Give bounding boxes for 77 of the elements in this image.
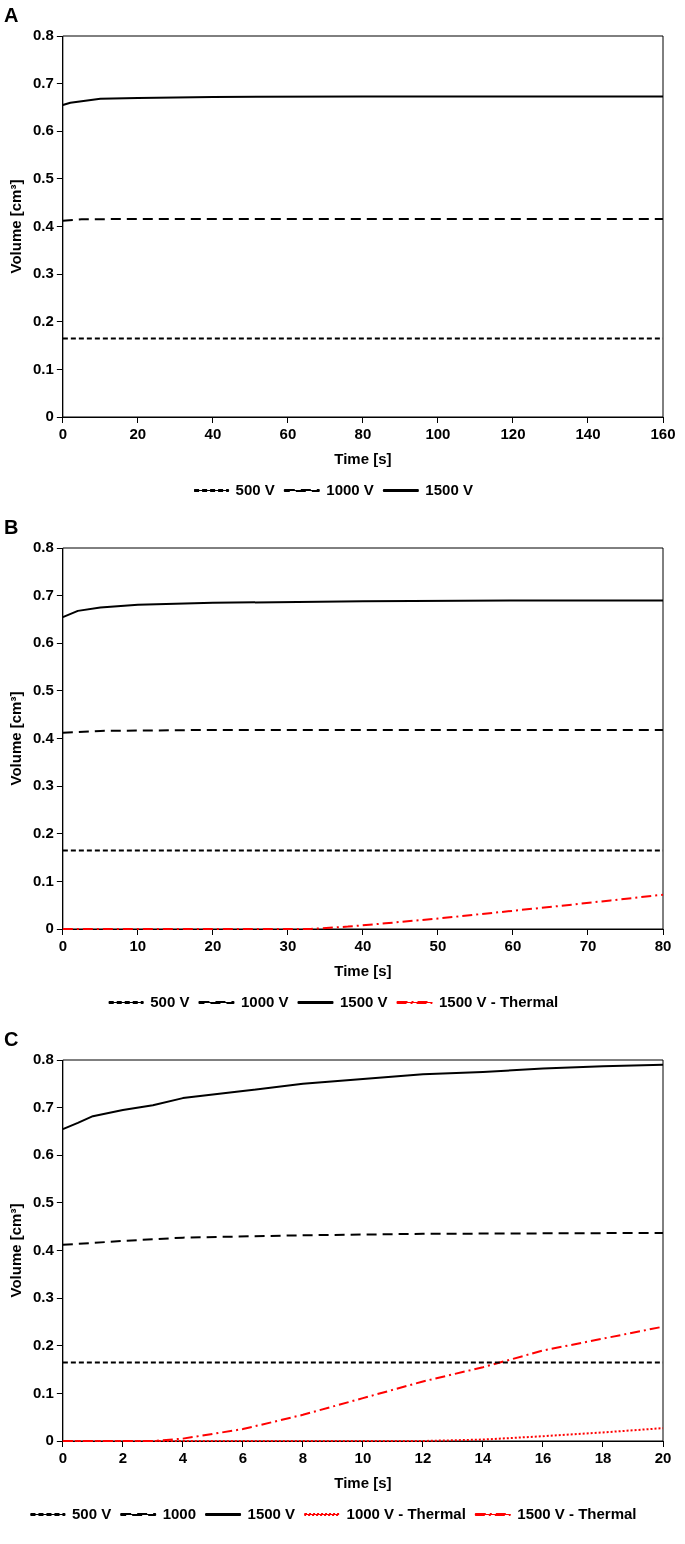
x-tick-label: 60 bbox=[504, 937, 522, 955]
y-tick-label: 0.4 bbox=[32, 1240, 55, 1258]
y-tick-label: 0.8 bbox=[32, 26, 54, 44]
x-tick-label: 6 bbox=[238, 1449, 248, 1467]
x-tick-label: 140 bbox=[575, 425, 601, 443]
x-tick-label: 0 bbox=[58, 425, 68, 443]
x-tick-label: 18 bbox=[594, 1449, 612, 1467]
y-tick-label: 0.1 bbox=[32, 359, 54, 377]
y-axis-title: Volume [cm³] bbox=[7, 179, 25, 274]
x-tick-label: 16 bbox=[534, 1449, 552, 1467]
y-tick-label: 0.5 bbox=[32, 681, 54, 699]
y-tick-label: 0.5 bbox=[32, 1193, 54, 1211]
x-axis-title: Time [s] bbox=[334, 962, 392, 980]
y-tick-label: 0.4 bbox=[32, 728, 55, 746]
x-tick-label: 14 bbox=[474, 1449, 492, 1467]
x-tick-label: 100 bbox=[425, 425, 451, 443]
x-tick-label: 70 bbox=[579, 937, 597, 955]
legend-label: 1500 V - Thermal bbox=[517, 1504, 637, 1522]
x-tick-label: 20 bbox=[204, 937, 222, 955]
x-tick-label: 160 bbox=[650, 425, 676, 443]
y-axis-title: Volume [cm³] bbox=[7, 691, 25, 786]
x-tick-label: 20 bbox=[654, 1449, 672, 1467]
legend-label: 1500 V bbox=[425, 480, 473, 498]
legend-label: 500 V bbox=[235, 480, 275, 498]
x-tick-label: 8 bbox=[298, 1449, 308, 1467]
x-tick-label: 2 bbox=[118, 1449, 128, 1467]
legend-label: 1000 V bbox=[240, 992, 289, 1010]
y-tick-label: 0.7 bbox=[32, 73, 54, 91]
x-tick-label: 10 bbox=[129, 937, 147, 955]
x-tick-label: 20 bbox=[129, 425, 147, 443]
x-tick-label: 50 bbox=[429, 937, 447, 955]
y-tick-label: 0 bbox=[45, 919, 54, 937]
y-tick-label: 0.8 bbox=[32, 538, 54, 556]
chart-title: C bbox=[4, 1027, 19, 1050]
x-tick-label: 40 bbox=[204, 425, 222, 443]
y-tick-label: 0.7 bbox=[32, 585, 54, 603]
x-tick-label: 0 bbox=[58, 937, 68, 955]
legend-label: 1500 V bbox=[339, 992, 388, 1010]
x-tick-label: 10 bbox=[354, 1449, 372, 1467]
legend-label: 1000 V bbox=[326, 480, 374, 498]
y-tick-label: 0.6 bbox=[32, 633, 54, 651]
y-tick-label: 0.3 bbox=[32, 776, 54, 794]
y-tick-label: 0.6 bbox=[32, 121, 54, 139]
x-tick-label: 60 bbox=[279, 425, 297, 443]
legend-label: 1000 bbox=[162, 1504, 197, 1522]
y-tick-label: 0.3 bbox=[32, 1288, 54, 1306]
x-tick-label: 120 bbox=[500, 425, 526, 443]
x-tick-label: 12 bbox=[414, 1449, 432, 1467]
chart-title: A bbox=[4, 3, 19, 26]
y-tick-label: 0.2 bbox=[32, 1335, 54, 1353]
x-tick-label: 30 bbox=[279, 937, 297, 955]
y-tick-label: 0.3 bbox=[32, 264, 54, 282]
y-tick-label: 0.1 bbox=[32, 1383, 54, 1401]
legend-label: 500 V bbox=[150, 992, 190, 1010]
y-tick-label: 0.2 bbox=[32, 311, 54, 329]
y-tick-label: 0.1 bbox=[32, 871, 54, 889]
chart-title: B bbox=[4, 515, 19, 538]
x-axis-title: Time [s] bbox=[334, 1474, 392, 1492]
x-axis-title: Time [s] bbox=[334, 450, 392, 468]
y-tick-label: 0.7 bbox=[32, 1097, 54, 1115]
x-tick-label: 0 bbox=[58, 1449, 68, 1467]
y-tick-label: 0.6 bbox=[32, 1145, 54, 1163]
y-tick-label: 0 bbox=[45, 1431, 54, 1449]
legend-label: 1500 V bbox=[247, 1504, 296, 1522]
x-tick-label: 80 bbox=[354, 425, 372, 443]
y-tick-label: 0.8 bbox=[32, 1050, 54, 1068]
legend-label: 1000 V - Thermal bbox=[346, 1504, 466, 1522]
x-tick-label: 4 bbox=[178, 1449, 188, 1467]
y-tick-label: 0 bbox=[45, 407, 54, 425]
y-axis-title: Volume [cm³] bbox=[7, 1203, 25, 1298]
x-tick-label: 40 bbox=[354, 937, 372, 955]
y-tick-label: 0.2 bbox=[32, 823, 54, 841]
y-tick-label: 0.4 bbox=[32, 216, 55, 234]
legend-label: 500 V bbox=[71, 1504, 112, 1522]
legend-label: 1500 V - Thermal bbox=[439, 992, 559, 1010]
y-tick-label: 0.5 bbox=[32, 169, 54, 187]
x-tick-label: 80 bbox=[654, 937, 672, 955]
